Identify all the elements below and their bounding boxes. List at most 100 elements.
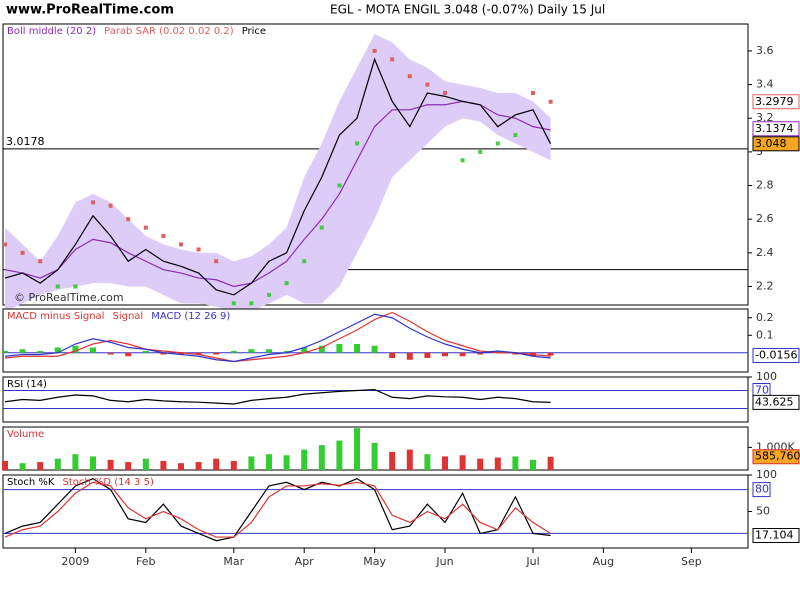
y-tick-label: 2.4: [756, 246, 774, 259]
last-value-label: 585,760: [755, 450, 800, 463]
volume-bar: [266, 454, 272, 470]
sar-dot: [495, 141, 500, 146]
sar-dot: [407, 74, 412, 79]
histogram-bar: [477, 352, 484, 355]
x-tick-label: May: [363, 555, 386, 568]
sar-dot: [267, 292, 271, 297]
histogram-bar: [37, 351, 44, 353]
volume-bar: [371, 442, 378, 470]
volume-bar: [90, 456, 96, 470]
volume-bar: [195, 462, 202, 470]
sar-dot: [284, 281, 289, 286]
sar-dot: [55, 284, 60, 289]
level-label: 3.0178: [6, 135, 45, 148]
x-tick-label: Jun: [435, 555, 453, 568]
last-value-tag: [752, 449, 800, 465]
legend-entry: MACD (12 26 9): [151, 311, 230, 322]
histogram-bar: [248, 349, 255, 353]
y-tick-label: 100: [756, 468, 777, 481]
panel-frame: [2, 376, 749, 423]
y-tick-label: 3.2: [756, 111, 774, 124]
legend-entry: Volume: [7, 429, 44, 440]
y-tick-label: 0.1: [756, 328, 774, 341]
volume-bar: [301, 449, 308, 470]
level-label: 70: [755, 384, 769, 397]
histogram-bar: [318, 345, 325, 353]
sar-dot: [161, 234, 166, 239]
sar-dot: [478, 149, 483, 154]
histogram-bar: [442, 352, 448, 357]
series-line: [4, 388, 551, 405]
legend-entry: Signal: [112, 311, 143, 322]
y-tick-label: 3.6: [756, 44, 774, 57]
legend-entry: Stoch %K: [7, 477, 55, 488]
volume-bar: [230, 460, 237, 470]
histogram-bar: [142, 351, 149, 353]
sar-dot: [196, 247, 201, 252]
histogram-bar: [213, 352, 220, 355]
last-value-tag: [752, 121, 800, 137]
sar-dot: [425, 82, 430, 87]
series-line: [4, 57, 552, 296]
y-tick-label: 3: [756, 145, 763, 158]
volume-bar: [283, 455, 290, 470]
volume-bar: [530, 459, 536, 470]
last-value-tag: [752, 94, 800, 110]
sar-dot: [214, 259, 219, 264]
sar-dot: [249, 301, 254, 306]
volume-bar: [336, 440, 343, 470]
volume-bar: [248, 456, 255, 470]
last-value-tag: [752, 528, 800, 544]
sar-dot: [73, 284, 78, 289]
histogram-bar: [283, 351, 290, 353]
histogram-bar: [494, 351, 501, 353]
series-line: [4, 311, 551, 363]
sar-dot: [126, 217, 131, 222]
histogram-bar: [459, 352, 466, 357]
volume-bar: [354, 428, 360, 470]
chart-title: EGL - MOTA ENGIL 3.048 (-0.07%) Daily 15…: [330, 3, 605, 17]
legend-entry: Boll middle (20 2): [7, 26, 96, 37]
last-value-tag: [752, 394, 800, 410]
series-line: [4, 100, 551, 288]
site-name: www.ProRealTime.com: [6, 3, 174, 18]
sar-dot: [390, 57, 395, 62]
volume-bar: [512, 456, 519, 470]
volume-bar: [442, 456, 448, 470]
x-tick-label: Aug: [593, 555, 614, 568]
sar-dot: [143, 225, 148, 230]
level-label: 80: [755, 483, 769, 496]
histogram-bar: [2, 351, 8, 353]
sar-dot: [38, 259, 43, 264]
histogram-bar: [547, 352, 554, 356]
x-tick-label: Feb: [136, 555, 155, 568]
volume-bar: [125, 462, 132, 470]
volume-bar: [37, 462, 44, 470]
last-value-label: -0.0156: [755, 348, 797, 361]
histogram-bar: [424, 352, 431, 358]
histogram-bar: [301, 347, 308, 353]
volume-bar: [213, 458, 220, 470]
y-tick-label: 2.6: [756, 212, 774, 225]
sar-dot: [231, 301, 236, 306]
histogram-bar: [354, 344, 360, 353]
sar-dot: [20, 250, 25, 255]
histogram-bar: [178, 352, 184, 355]
last-value-label: 3.1374: [755, 122, 794, 135]
volume-bar: [178, 463, 184, 470]
volume-bar: [72, 454, 79, 470]
sar-dot: [91, 200, 95, 205]
y-tick-label: 3.4: [756, 78, 774, 91]
last-value-label: 3.2979: [755, 95, 794, 108]
sar-dot: [372, 48, 377, 53]
series-line: [4, 481, 551, 538]
sar-dot: [460, 158, 465, 163]
histogram-bar: [512, 352, 519, 355]
legend-entry: Parab SAR (0.02 0.02 0.2): [104, 26, 234, 37]
x-tick-label: Sep: [681, 555, 702, 568]
legend-entry: RSI (14): [7, 379, 47, 390]
series-line: [4, 313, 551, 363]
volume-bar: [54, 458, 61, 470]
histogram-bar: [336, 344, 343, 353]
